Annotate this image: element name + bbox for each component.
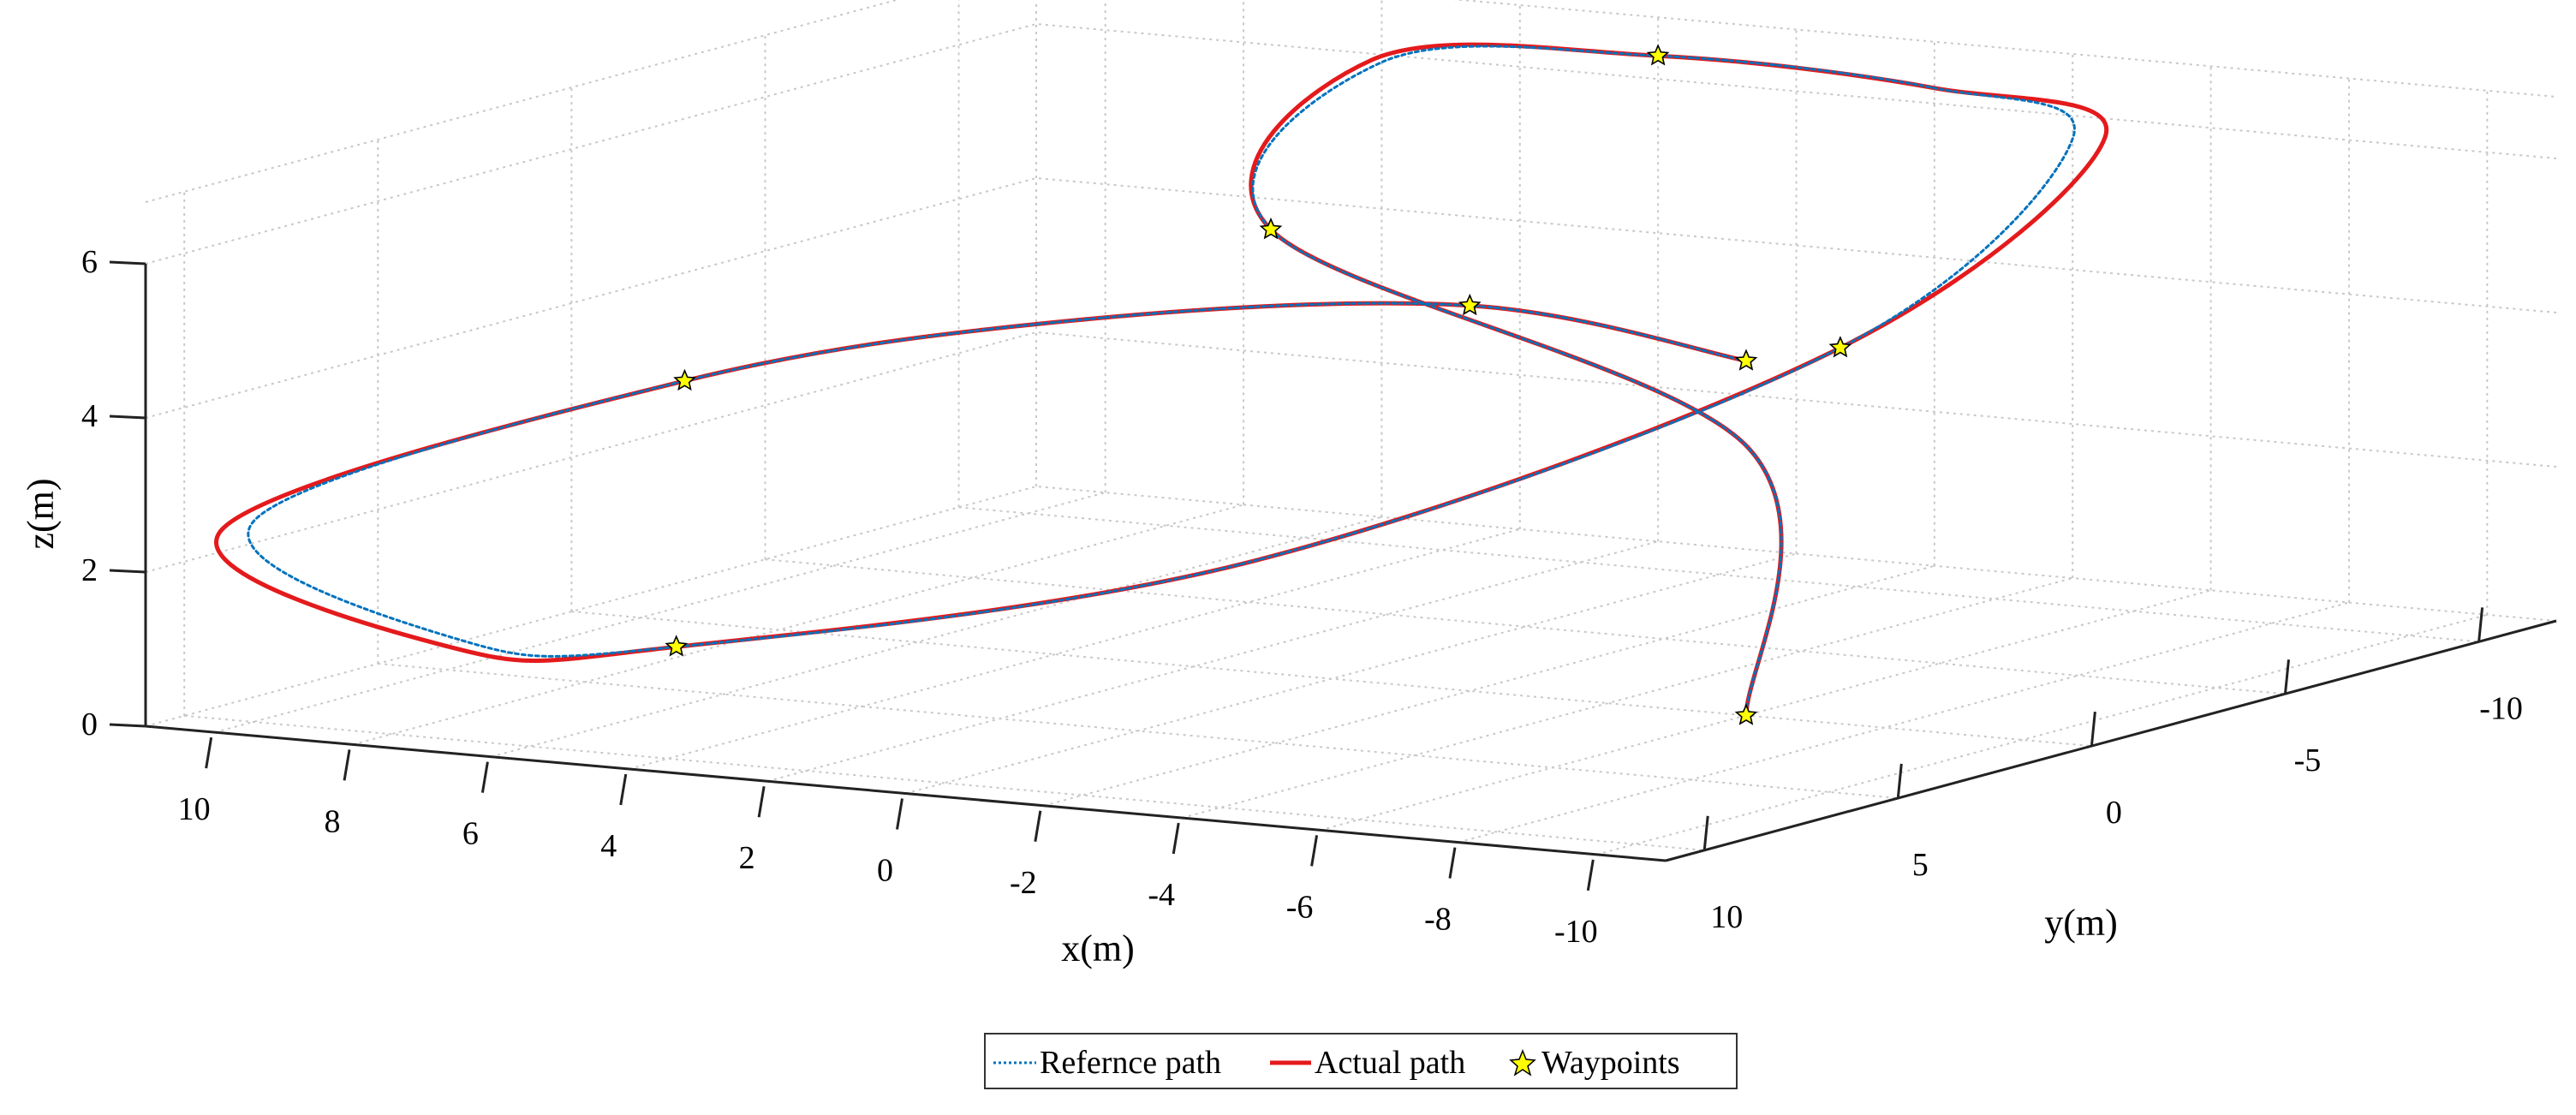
legend-label-waypoints: Waypoints [1541,1045,1680,1081]
x-tick-mark [1586,859,1595,891]
grid-line-y-floor [184,714,1705,851]
y-tick-label: 10 [1710,899,1743,935]
x-tick-mark [205,736,213,769]
y-tick-label: 0 [2106,795,2122,831]
grid-line-y-floor [765,558,2286,695]
ticks: 10 8 6 4 2 0 -2 -4 -6 -8 -10 10 5 0 -5 -10 0 2 4 6 [81,244,2523,950]
z-tick-mark [109,260,146,265]
grid-line-z [145,485,2557,727]
x-axis [145,724,1667,862]
x-tick-label: 4 [600,828,617,864]
series-reference-path [247,45,2076,717]
grid-line-x-floor [491,516,1382,758]
z-tick-label: 6 [81,244,98,280]
legend: Refernce path Actual path Waypoints [984,1033,1738,1089]
x-tick-mark [480,761,489,793]
y-tick-mark [2283,659,2290,695]
grid-line-x-floor [905,552,1797,795]
grid-line-z [145,331,2557,573]
z-tick-mark [109,414,146,420]
waypoint-marker [1458,293,1482,316]
x-tick-label: -10 [1554,914,1598,950]
x-tick-label: -2 [1010,865,1037,901]
grid-line-x-floor [1181,577,2073,820]
x-tick-mark [1448,847,1457,879]
z-tick-label: 4 [81,398,98,434]
z-axis-title: z(m) [20,478,62,549]
grid [145,0,2557,856]
z-tick-label: 0 [81,707,98,742]
grid-line-x-floor [629,528,1521,770]
y-tick-label: 5 [1912,847,1929,883]
grid-box-edge [1452,0,2557,98]
x-tick-label: -6 [1286,889,1314,925]
waypoint-marker [1734,703,1758,725]
x-tick-label: -8 [1424,902,1452,938]
grid-line-y-floor [571,611,2092,748]
x-axis-line [145,724,1667,862]
x-tick-mark [896,798,903,830]
x-tick-mark [1172,822,1180,855]
grid-line-x-floor [1043,564,1935,807]
waypoints [665,44,1852,725]
grid-line-x-floor [766,540,1659,783]
series [214,42,2109,718]
y-tick-label: -10 [2479,690,2523,726]
legend-swatch-waypoints [1509,1048,1536,1076]
y-axis [1665,619,2557,862]
waypoint-marker [1828,336,1852,358]
x-tick-label: 10 [178,791,211,827]
grid-line-z [145,176,2557,419]
grid-line-y-floor [958,506,2479,643]
z-tick-label: 2 [81,552,98,588]
x-axis-title: x(m) [1061,927,1135,969]
y-tick-mark [2090,711,2096,747]
x-tick-label: 0 [877,853,893,889]
grid-line-x-floor [1320,589,2211,832]
y-axis-line [1665,619,2557,862]
x-tick-label: 2 [739,840,755,876]
grid-line-y-floor [378,662,1899,799]
waypoint-marker [1646,44,1670,66]
x-tick-label: 6 [462,816,479,852]
x-tick-mark [619,773,628,806]
legend-box [984,1033,1738,1089]
grid-box-edge [145,0,900,203]
x-tick-mark [343,749,351,781]
legend-label-reference: Refernce path [1040,1045,1221,1081]
x-tick-mark [757,785,766,818]
waypoint-marker [1734,349,1758,371]
y-tick-mark [2478,607,2484,642]
waypoint-marker [665,635,689,657]
x-tick-label: -4 [1148,877,1175,913]
grid-line-x-floor [214,492,1106,734]
y-tick-mark [1702,815,1709,850]
z-tick-mark [109,723,146,728]
legend-label-actual: Actual path [1315,1045,1465,1081]
y-tick-label: -5 [2294,742,2322,778]
y-axis-title: y(m) [2044,902,2118,944]
x-tick-mark [1310,835,1319,867]
grid-line-x-floor [1596,613,2488,856]
x-tick-mark [1034,810,1042,843]
axes [144,264,2557,862]
waypoint-marker [673,368,696,391]
y-tick-mark [1896,763,1903,799]
waypoint-marker [1259,217,1283,240]
grid-line-x-floor [352,504,1244,746]
x-tick-label: 8 [325,803,341,839]
z-tick-mark [109,569,146,574]
grid-line-x-floor [1458,601,2350,844]
grid-line-z [145,22,2557,265]
series-actual-path [214,42,2109,718]
